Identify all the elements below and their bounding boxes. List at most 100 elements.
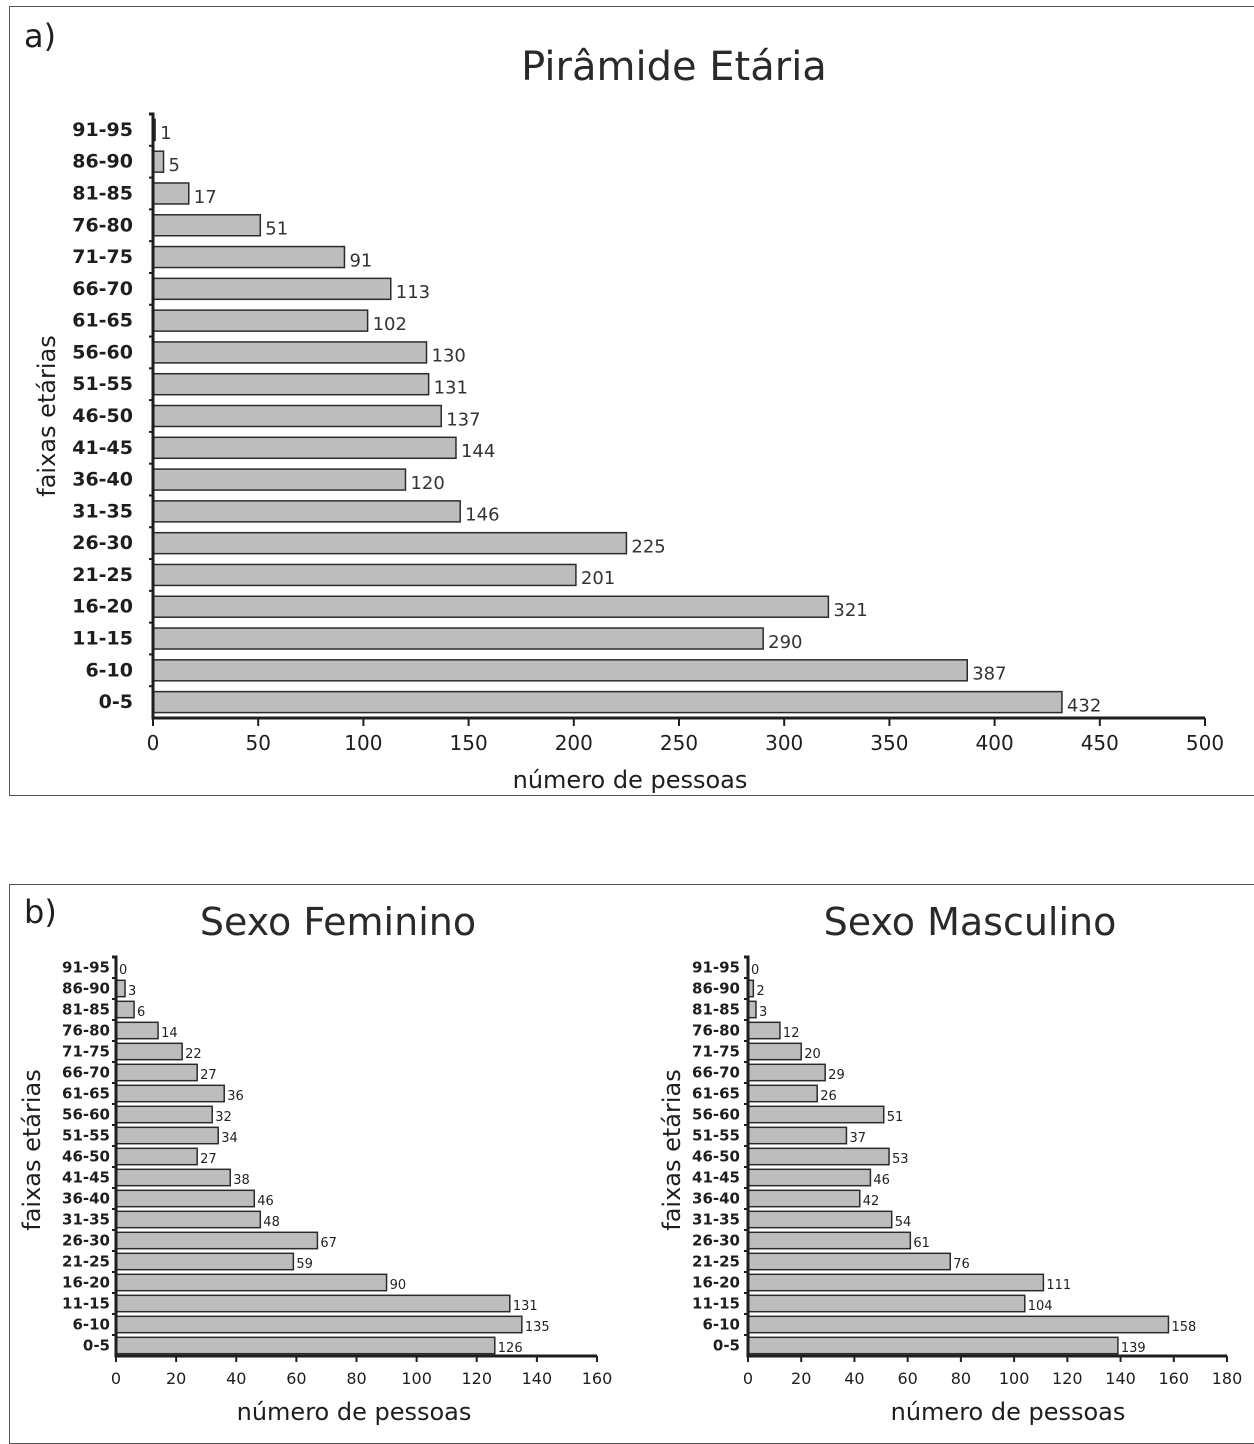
female-value-label: 36 — [227, 1089, 244, 1104]
pyramid-category-label: 66-70 — [72, 278, 133, 300]
male-bar — [747, 1105, 885, 1124]
pyramid-bar — [152, 150, 165, 173]
male-x-tick-label: 180 — [1212, 1369, 1243, 1388]
pyramid-value-label: 201 — [581, 568, 615, 589]
female-value-label: 67 — [320, 1236, 337, 1251]
pyramid-value-label: 130 — [432, 346, 466, 367]
female-category-label: 31-35 — [62, 1211, 110, 1229]
female-bar — [115, 1231, 319, 1250]
pyramid-category-label: 41-45 — [72, 437, 133, 459]
male-bar — [747, 1042, 802, 1061]
pyramid-category-label: 46-50 — [72, 405, 133, 427]
male-category-label: 31-35 — [692, 1211, 740, 1229]
pyramid-value-label: 432 — [1067, 695, 1101, 716]
male-value-label: 3 — [759, 1005, 767, 1020]
male-bar — [747, 1315, 1170, 1334]
male-x-tick-label: 0 — [743, 1369, 753, 1388]
pyramid-bar — [152, 436, 457, 460]
male-x-tick-label: 140 — [1105, 1369, 1136, 1388]
female-category-label: 61-65 — [62, 1085, 110, 1103]
pyramid-category-label: 6-10 — [85, 659, 133, 681]
female-value-label: 14 — [161, 1026, 178, 1041]
male-x-tick-label: 20 — [791, 1369, 811, 1388]
male-value-label: 26 — [820, 1089, 837, 1104]
female-value-label: 59 — [296, 1257, 313, 1272]
female-bar — [115, 1084, 225, 1103]
male-category-label: 26-30 — [692, 1232, 740, 1250]
female-category-label: 46-50 — [62, 1148, 110, 1166]
pyramid-bar — [152, 404, 442, 428]
pyramid-y-axis-title: faixas etárias — [33, 335, 61, 497]
pyramid-bar — [152, 595, 830, 618]
female-value-label: 46 — [257, 1194, 274, 1209]
female-bar — [115, 1336, 496, 1355]
female-value-label: 48 — [263, 1215, 280, 1230]
male-x-axis-title: número de pessoas — [891, 1398, 1126, 1426]
male-axes — [744, 955, 1227, 1358]
female-x-tick-label: 120 — [461, 1369, 492, 1388]
male-category-label: 0-5 — [713, 1337, 740, 1355]
female-category-label: 26-30 — [62, 1232, 110, 1250]
pyramid-value-label: 113 — [396, 282, 430, 303]
female-x-tick-label: 40 — [226, 1369, 246, 1388]
pyramid-bar — [152, 500, 461, 523]
male-bar — [747, 1168, 872, 1187]
male-category-label: 91-95 — [692, 959, 740, 977]
male-value-label: 2 — [756, 984, 764, 999]
female-x-tick-label: 60 — [286, 1369, 306, 1388]
pyramid-x-tick-label: 200 — [555, 731, 593, 755]
female-value-label: 22 — [185, 1047, 202, 1062]
male-value-label: 111 — [1046, 1278, 1071, 1293]
male-y-axis-title: faixas etárias — [658, 1069, 686, 1231]
female-x-tick-label: 0 — [111, 1369, 121, 1388]
male-x-tick-label: 60 — [897, 1369, 917, 1388]
female-category-label: 51-55 — [62, 1127, 110, 1145]
pyramid-category-label: 91-95 — [72, 119, 133, 141]
pyramid-value-label: 51 — [265, 219, 288, 240]
male-bar — [747, 1231, 912, 1250]
male-value-label: 12 — [783, 1026, 800, 1041]
female-category-label: 36-40 — [62, 1190, 110, 1208]
pyramid-value-label: 5 — [169, 155, 180, 176]
female-category-label: 71-75 — [62, 1043, 110, 1061]
panel-b-label: b) — [24, 893, 57, 931]
male-value-label: 46 — [873, 1173, 890, 1188]
pyramid-value-label: 102 — [373, 314, 407, 335]
pyramid-value-label: 17 — [194, 187, 217, 208]
pyramid-category-label: 56-60 — [72, 341, 133, 363]
female-x-axis-title: número de pessoas — [237, 1398, 472, 1426]
pyramid-x-axis-title: número de pessoas — [513, 766, 748, 794]
pyramid-bar — [152, 563, 577, 587]
female-bar — [115, 1021, 159, 1040]
female-bar — [115, 1273, 388, 1292]
male-value-label: 139 — [1121, 1341, 1146, 1356]
male-value-label: 104 — [1028, 1299, 1053, 1314]
female-value-label: 3 — [128, 984, 136, 999]
female-value-label: 38 — [233, 1173, 250, 1188]
female-chart-title: Sexo Feminino — [200, 900, 476, 944]
female-y-axis-title: faixas etárias — [18, 1069, 46, 1231]
pyramid-category-label: 21-25 — [72, 564, 133, 586]
male-bar — [747, 1147, 890, 1166]
female-bar — [115, 1315, 523, 1334]
pyramid-x-tick-label: 450 — [1081, 731, 1119, 755]
pyramid-category-label: 36-40 — [72, 469, 133, 491]
female-category-label: 86-90 — [62, 980, 110, 998]
female-value-label: 0 — [119, 963, 127, 978]
pyramid-x-tick-label: 100 — [344, 731, 382, 755]
pyramid-value-label: 91 — [349, 250, 372, 271]
female-bar — [115, 1189, 256, 1208]
female-category-label: 0-5 — [83, 1337, 110, 1355]
female-bar — [115, 1063, 198, 1082]
pyramid-category-label: 31-35 — [72, 500, 133, 522]
female-value-label: 32 — [215, 1110, 232, 1125]
pyramid-bar — [152, 341, 428, 364]
male-category-label: 16-20 — [692, 1274, 740, 1292]
pyramid-x-tick-label: 250 — [660, 731, 698, 755]
female-x-tick-label: 100 — [401, 1369, 432, 1388]
pyramid-bar — [152, 245, 346, 269]
male-category-label: 71-75 — [692, 1043, 740, 1061]
pyramid-category-label: 26-30 — [72, 532, 133, 554]
pyramid-category-label: 51-55 — [72, 373, 133, 395]
